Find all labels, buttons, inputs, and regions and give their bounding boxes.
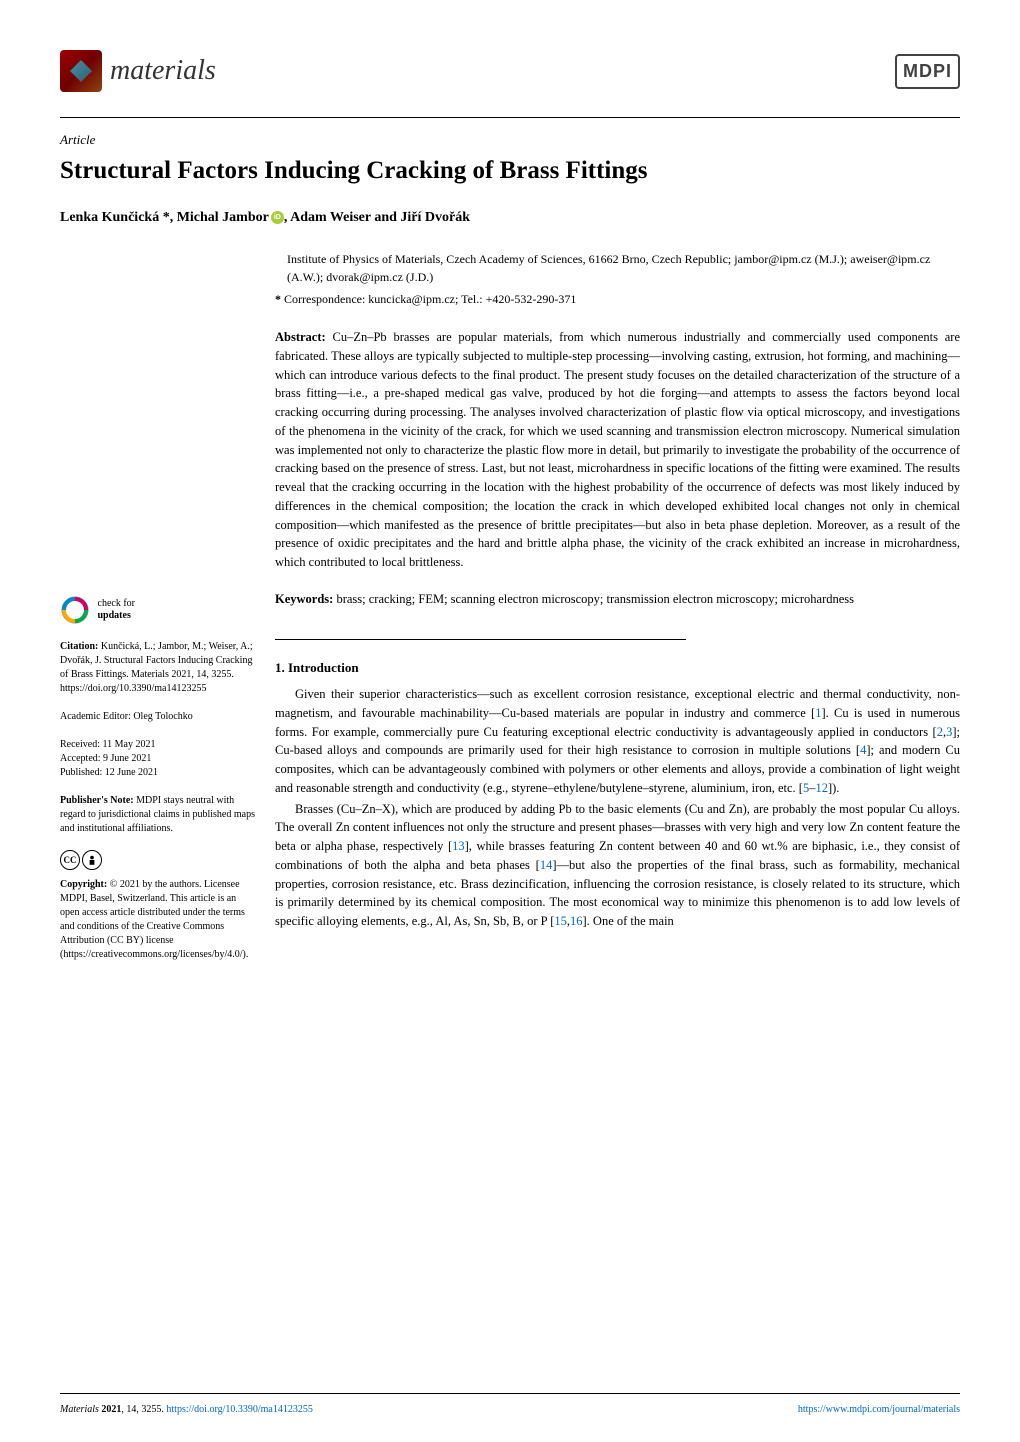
keywords: Keywords: brass; cracking; FEM; scanning… [275,590,960,609]
journal-link[interactable]: https://www.mdpi.com/journal/materials [798,1404,960,1415]
by-icon [82,850,102,870]
authors: Lenka Kunčická *, Michal Jambor , Adam We… [60,207,960,228]
page-header: materials MDPI [60,50,960,92]
publishers-note-block: Publisher's Note: MDPI stays neutral wit… [60,794,255,836]
dates-block: Received: 11 May 2021 Accepted: 9 June 2… [60,738,255,780]
check-updates-text: check for updates [98,598,135,622]
affiliation: Institute of Physics of Materials, Czech… [275,250,960,286]
cc-icon: CC [60,850,80,870]
published-date: Published: 12 June 2021 [60,766,255,780]
orcid-icon[interactable] [271,211,284,224]
main-content: Institute of Physics of Materials, Czech… [275,250,960,976]
journal-logo: materials [60,50,216,92]
doi-link[interactable]: https://doi.org/10.3390/ma14123255 [166,1404,312,1415]
section-heading: 1. Introduction [275,658,960,678]
abstract: Abstract: Cu–Zn–Pb brasses are popular m… [275,328,960,572]
sidebar: check for updates Citation: Kunčická, L.… [60,250,255,976]
editor-text: Oleg Tolochko [131,711,193,722]
cc-badge[interactable]: CC [60,850,255,870]
intro-paragraph-1: Given their superior characteristics—suc… [275,685,960,798]
page-footer: Materials 2021, 14, 3255. https://doi.or… [60,1393,960,1417]
editor-block: Academic Editor: Oleg Tolochko [60,710,255,724]
keywords-text: brass; cracking; FEM; scanning electron … [333,592,854,606]
copyright-text: © 2021 by the authors. Licensee MDPI, Ba… [60,879,248,960]
ref-link-15[interactable]: 15 [554,914,567,928]
header-divider [60,117,960,118]
article-type: Article [60,130,960,150]
ref-link-16[interactable]: 16 [570,914,583,928]
ref-link-12[interactable]: 12 [815,781,828,795]
copyright-block: Copyright: © 2021 by the authors. Licens… [60,878,255,962]
citation-block: Citation: Kunčická, L.; Jambor, M.; Weis… [60,640,255,696]
mdpi-logo: MDPI [895,54,960,89]
intro-paragraph-2: Brasses (Cu–Zn–X), which are produced by… [275,800,960,931]
check-updates-icon [60,595,90,625]
keywords-label: Keywords: [275,592,333,606]
abstract-label: Abstract: [275,330,326,344]
journal-name: materials [110,50,216,92]
section-divider [275,639,686,640]
copyright-label: Copyright: [60,879,107,890]
citation-label: Citation: [60,641,98,652]
ref-link-13[interactable]: 13 [452,839,465,853]
article-title: Structural Factors Inducing Cracking of … [60,152,960,190]
ref-link-14[interactable]: 14 [540,858,553,872]
accepted-date: Accepted: 9 June 2021 [60,752,255,766]
received-date: Received: 11 May 2021 [60,738,255,752]
check-updates[interactable]: check for updates [60,595,255,625]
correspondence: * Correspondence: kuncicka@ipm.cz; Tel.:… [275,290,960,308]
authors-part1: Lenka Kunčická *, Michal Jambor [60,210,269,225]
materials-logo-icon [60,50,102,92]
authors-part2: , Adam Weiser and Jiří Dvořák [284,210,470,225]
footer-left: Materials 2021, 14, 3255. https://doi.or… [60,1402,313,1417]
abstract-text: Cu–Zn–Pb brasses are popular materials, … [275,330,960,569]
publishers-note-label: Publisher's Note: [60,795,134,806]
editor-label: Academic Editor: [60,711,131,722]
footer-right: https://www.mdpi.com/journal/materials [798,1402,960,1417]
